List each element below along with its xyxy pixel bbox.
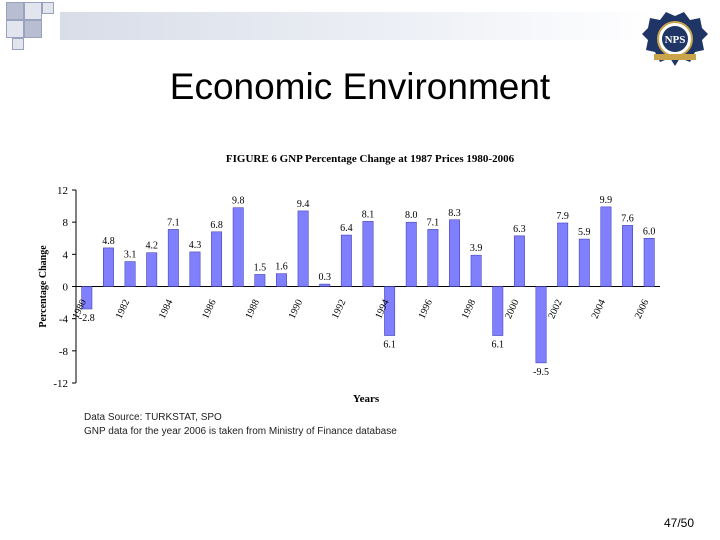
value-label: 6.8 [210,220,223,231]
bar [470,254,482,287]
value-label: 6.4 [340,223,353,234]
bar [535,286,547,364]
value-label: -2.8 [79,313,95,324]
bar [578,238,590,287]
header-gradient-bar [60,12,660,40]
value-label: 6.1 [492,340,505,351]
value-label: 1.6 [275,262,288,273]
value-label: 1.5 [254,262,267,273]
seal-core [662,26,688,52]
x-tick-label: 1998 [460,298,478,321]
bar [405,221,417,287]
value-label: 8.3 [448,208,461,219]
x-tick-label: 1984 [157,298,175,321]
value-label: 3.9 [470,243,483,254]
x-tick-label: 1996 [417,298,435,321]
seal-text: NPS [665,34,686,46]
chart-bars [81,206,655,364]
value-label: 9.9 [600,195,613,206]
bar [557,222,569,287]
x-tick-label: 2002 [546,298,564,321]
y-tick-label: 4 [63,249,69,261]
y-tick-label: 12 [57,185,68,197]
page-number: 47/50 [663,516,694,530]
x-tick-label: 1982 [114,298,132,321]
chart-title: FIGURE 6 GNP Percentage Change at 1987 P… [226,153,515,165]
bar [643,238,655,287]
bar [297,210,309,287]
x-tick-label: 2004 [590,298,608,321]
y-tick-label: 8 [63,217,69,229]
bar [276,273,287,287]
bar [254,274,266,287]
value-label: 7.9 [556,211,569,222]
bar [103,247,114,287]
value-label: 8.0 [405,210,418,221]
value-label: 6.3 [513,224,526,235]
bar [81,286,93,310]
x-axis-label: Years [353,393,380,405]
value-label: 4.2 [145,241,158,252]
header-square [42,2,54,14]
bar [384,286,396,336]
value-label: 0.3 [318,272,331,283]
value-label: 7.1 [167,217,180,228]
value-label: 8.1 [362,209,375,220]
y-tick-label: -4 [59,314,69,326]
header-square [6,2,24,20]
value-label: 6.1 [383,340,396,351]
x-tick-label: 1990 [287,298,305,321]
bar [513,235,525,287]
y-axis-label: Percentage Change [38,245,49,328]
bar [124,261,136,287]
bar [189,251,201,287]
x-tick-label: 2006 [633,298,651,321]
bar [362,221,374,287]
nps-seal-logo: NPS [642,12,708,66]
value-label: 7.1 [427,217,440,228]
data-note-line: GNP data for the year 2006 is taken from… [84,426,397,437]
bar [340,234,352,287]
x-tick-label: 1986 [200,298,218,321]
seal-banner [654,54,696,60]
value-label: 7.6 [621,213,634,224]
data-source-line: Data Source: TURKSTAT, SPO [84,412,222,423]
bar [211,231,223,287]
bar [449,219,460,287]
bar [427,229,439,287]
y-tick-label: -8 [59,346,69,358]
y-tick-label: 0 [63,282,69,294]
bar [232,207,244,287]
bar [167,229,179,287]
x-tick-label: 1988 [244,298,262,321]
gnp-bar-chart: FIGURE 6 GNP Percentage Change at 1987 P… [38,153,660,405]
bar [622,225,633,287]
header-square [24,20,42,38]
bar [146,252,158,287]
value-label: 6.0 [643,226,656,237]
value-label: -9.5 [533,367,549,378]
header-square [24,2,42,20]
value-label: 4.3 [189,240,202,251]
bar [492,286,504,336]
x-tick-label: 1992 [330,298,348,321]
value-label: 5.9 [578,227,591,238]
bar [319,283,331,287]
x-tick-label: 2000 [503,298,521,321]
value-label: 3.1 [124,250,137,261]
bar [600,206,612,287]
value-label: 4.8 [102,236,115,247]
value-label: 9.4 [297,199,310,210]
slide-title: Economic Environment [169,66,551,107]
value-label: 9.8 [232,196,245,207]
header-square [12,38,24,50]
chart-value-labels: -2.8 4.8 3.1 4.2 7.1 4.3 6.8 9.8 1.5 1.6 9.4 0.3 6.4… [79,195,656,378]
header-square [6,20,24,38]
header-decoration [0,0,720,50]
y-tick-label: -12 [53,378,68,390]
